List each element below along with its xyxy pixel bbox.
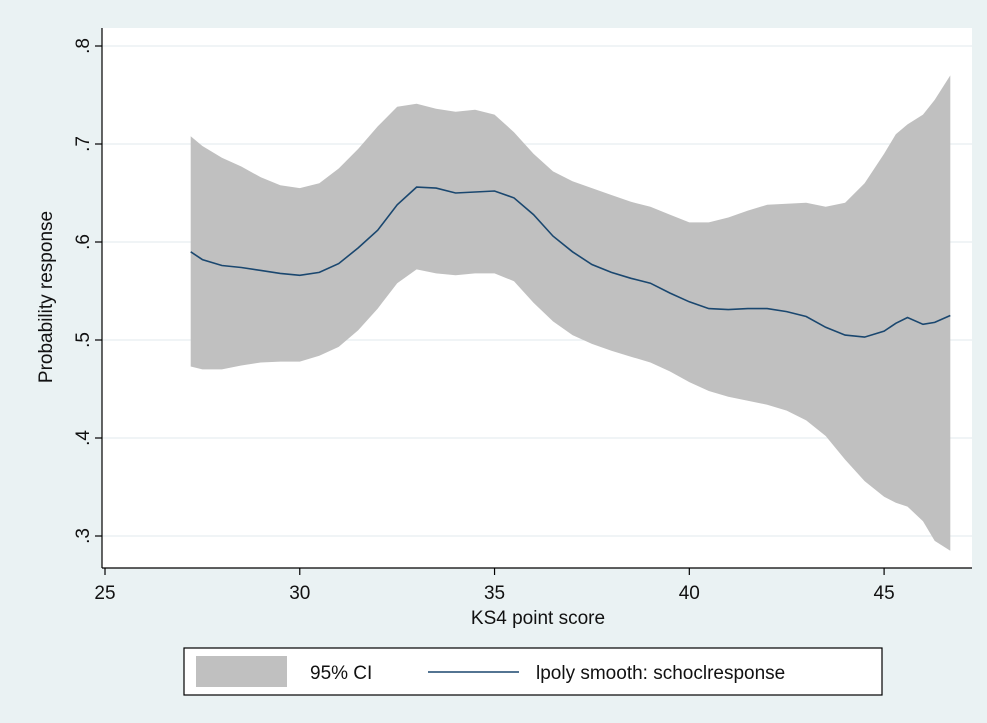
y-tick-label-3: .6 — [73, 234, 94, 250]
x-tick-label-0: 25 — [94, 583, 115, 604]
y-tick-label-1: .4 — [73, 430, 94, 446]
y-tick-label-4: .7 — [73, 136, 94, 152]
legend-line-label: lpoly smooth: schoclresponse — [536, 663, 785, 684]
y-axis-title: Probability response — [36, 211, 57, 383]
y-tick-label-0: .3 — [73, 528, 94, 544]
x-tick-label-3: 40 — [679, 583, 700, 604]
smooth-line-layer — [190, 186, 951, 338]
y-tick-label-5: .8 — [73, 38, 94, 54]
x-axis-title: KS4 point score — [471, 608, 605, 629]
ci-band-layer — [190, 75, 951, 551]
legend-ci-swatch — [196, 656, 287, 687]
axes — [101, 28, 972, 569]
y-axis-ticks: .3 .4 .5 .6 .7 .8 — [73, 38, 102, 544]
y-tick-label-2: .5 — [73, 332, 94, 348]
ci-band — [190, 75, 951, 551]
legend-ci-label: 95% CI — [310, 663, 372, 684]
x-tick-label-4: 45 — [874, 583, 895, 604]
x-tick-label-1: 30 — [289, 583, 310, 604]
x-axis-ticks: 25 30 35 40 45 — [94, 568, 895, 604]
legend: 95% CI lpoly smooth: schoclresponse — [183, 647, 883, 696]
x-tick-label-2: 35 — [484, 583, 505, 604]
smooth-line — [190, 186, 951, 338]
legend-box — [183, 647, 883, 696]
